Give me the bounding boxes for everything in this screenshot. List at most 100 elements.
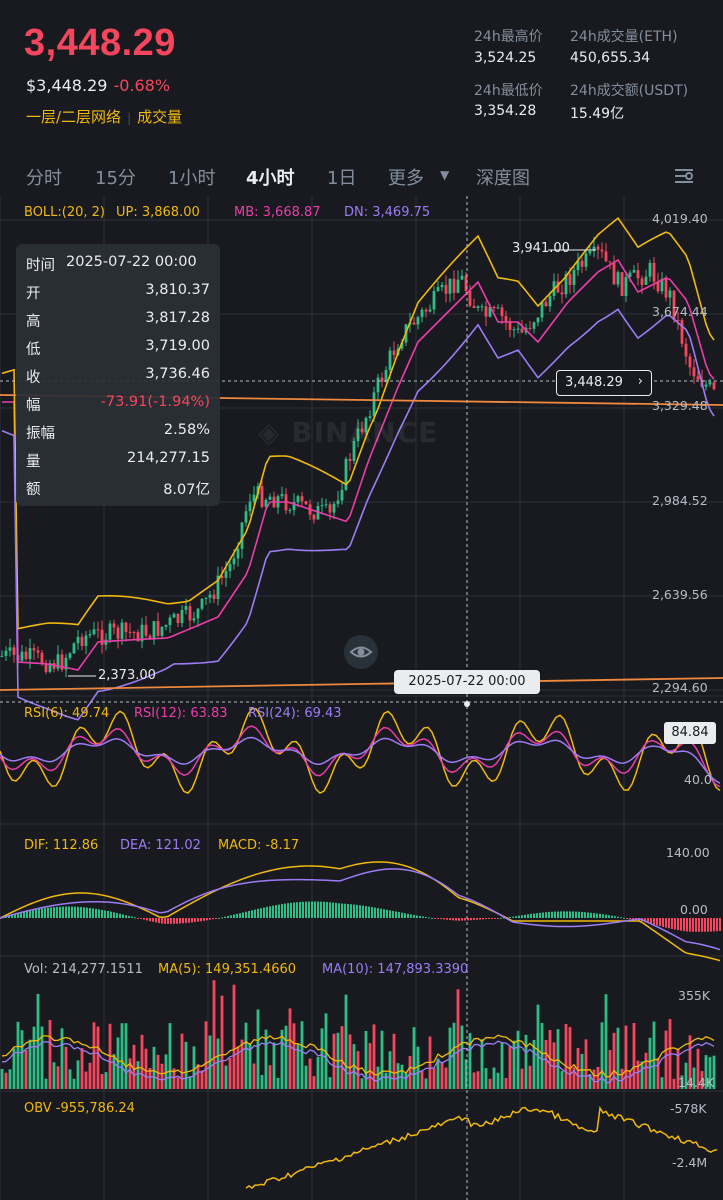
macd-histogram-bar [395,911,397,918]
volume-bar [440,1061,444,1089]
volume-bar [352,1044,356,1089]
volume-bar [340,1026,344,1089]
macd-histogram-bar [275,905,277,918]
macd-histogram-bar [593,913,595,918]
volume-bar [152,1046,156,1089]
tab-4h[interactable]: 4小时 [246,168,295,189]
volume-bar [236,1046,240,1089]
volume-bar [568,1027,572,1089]
current-price-badge[interactable]: 3,448.29 › [556,370,652,396]
macd-histogram-bar [137,918,139,919]
candle-body [456,279,460,293]
macd-histogram-bar [80,907,82,918]
volume-bar [524,1034,528,1089]
volume-bar [580,1053,584,1089]
candle-body [28,648,32,660]
candle-body [360,428,364,433]
candle-body [372,392,376,417]
macd-histogram-bar [257,908,259,918]
volume-bar [376,1066,380,1089]
volume-bar [496,1072,500,1089]
rsi12-label: RSI(12): 63.83 [134,706,228,721]
boll-title: BOLL:(20, 2) [24,205,106,220]
volume-bar [460,1025,464,1089]
macd-histogram-bar [647,918,649,923]
volume-bar [224,1065,228,1089]
candle-body [104,639,108,645]
macd-histogram-bar [131,916,133,918]
volume-bar [628,1070,632,1089]
eye-toggle-button[interactable] [344,635,378,669]
macd-histogram-bar [212,918,214,920]
candle-body [696,376,700,380]
vol-ma10-line [1,1040,715,1084]
tab-15m[interactable]: 15分 [95,168,136,189]
macd-histogram-bar [566,911,568,918]
volume-bar [120,1023,124,1089]
volume-bar [128,1058,132,1089]
volume-bar [576,1047,580,1089]
stat-low-label: 24h最低价 [474,83,543,99]
candle-body [184,606,188,610]
crosshair-date-label: 2025-07-22 00:00 [394,670,540,694]
volume-bar [632,1023,636,1089]
macd-histogram-bar [596,913,598,918]
candle-body [584,253,588,267]
stat-vol-usdt-value: 15.49亿 [570,106,625,122]
tab-1d[interactable]: 1日 [327,168,357,189]
candle-body [164,625,168,627]
candle-body [32,648,36,651]
trend-line-lower[interactable] [0,677,723,691]
tab-1h[interactable]: 1小时 [168,168,216,189]
volume-bar [560,1070,564,1089]
obv-label: OBV -955,786.24 [24,1101,135,1116]
macd-histogram-bar [653,918,655,925]
tooltip-key: 振幅 [26,426,55,442]
macd-histogram-bar [251,910,253,918]
volume-bar [272,1042,276,1089]
macd-histogram-bar [587,912,589,918]
volume-bar [40,1026,44,1089]
volume-bar [248,1042,252,1089]
candle-body [176,613,180,623]
macd-histogram-bar [425,916,427,918]
macd-histogram-bar [689,918,691,932]
tab-more[interactable]: 更多 [388,168,424,189]
tag-volume[interactable]: 成交量 [137,108,183,126]
vol-label: Vol: 214,277.1511 [24,962,143,977]
candle-body [8,647,12,651]
volume-bar [412,1027,416,1089]
macd-histogram-bar [575,911,577,918]
tooltip-key: 高 [26,314,41,330]
candle-body [216,575,220,599]
macd-histogram-bar [467,918,469,921]
macd-histogram-bar [104,910,106,918]
candle-body [76,636,80,644]
tab-time-sharing[interactable]: 分时 [26,168,62,189]
candle-body [128,631,132,633]
volume-bar [252,1063,256,1089]
caret-down-icon[interactable]: ▼ [440,168,450,182]
macd-histogram-bar [182,918,184,924]
macd-histogram-bar [266,906,268,918]
volume-bar [464,1059,468,1089]
macd-histogram-bar [365,906,367,918]
tab-depth[interactable]: 深度图 [476,168,530,189]
candle-tooltip: 时间 2025-07-22 00:00 开 3,810.37 高 3,817.2… [16,244,220,506]
tooltip-row-change: 幅 -73.91(-1.94%) [26,394,210,418]
candle-body [40,652,44,665]
candle-body [160,626,164,636]
macd-histogram-bar [125,915,127,918]
volume-bar [640,1061,644,1089]
macd-histogram-bar [185,918,187,924]
macd-histogram-bar [284,903,286,918]
macd-histogram-bar [674,918,676,930]
kline-chart[interactable] [0,196,723,1200]
macd-histogram-bar [263,907,265,918]
chart-settings-icon[interactable] [672,166,696,186]
volume-bar [264,1029,268,1089]
macd-histogram-bar [524,914,526,918]
macd-histogram-bar [533,913,535,918]
volume-bar [500,1041,504,1089]
tag-layer-network[interactable]: 一层/二层网络 [26,108,122,126]
